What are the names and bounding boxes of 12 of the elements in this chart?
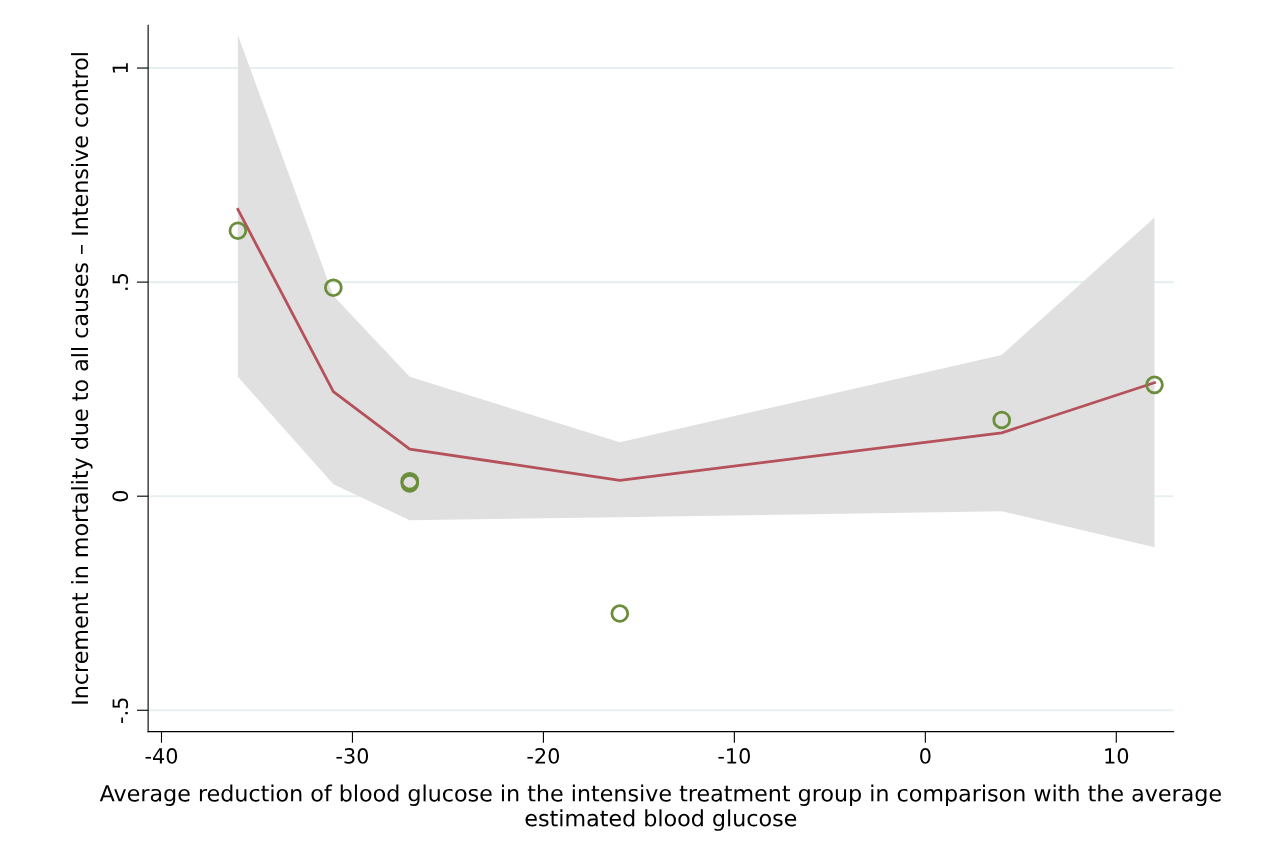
- x-tick-label: -40: [145, 748, 178, 764]
- x-tick-label: -10: [718, 748, 750, 764]
- y-tick-label: -.5: [112, 698, 129, 723]
- x-axis-title: Average reduction of blood glucose in the intensive treatment group in comparison with the average estimated blood glucose: [99, 784, 1221, 831]
- x-tick-label: -20: [527, 748, 560, 764]
- x-tick-label: 10: [1105, 748, 1129, 764]
- x-tick-label: -30: [336, 748, 369, 764]
- y-axis-title: Increment in mortality due to all causes – Intensive control: [71, 53, 93, 704]
- y-tick-label: 0: [112, 490, 129, 502]
- x-tick-label: 0: [920, 748, 931, 764]
- y-tick-label: 1: [112, 63, 128, 73]
- y-tick-label: .5: [112, 274, 129, 290]
